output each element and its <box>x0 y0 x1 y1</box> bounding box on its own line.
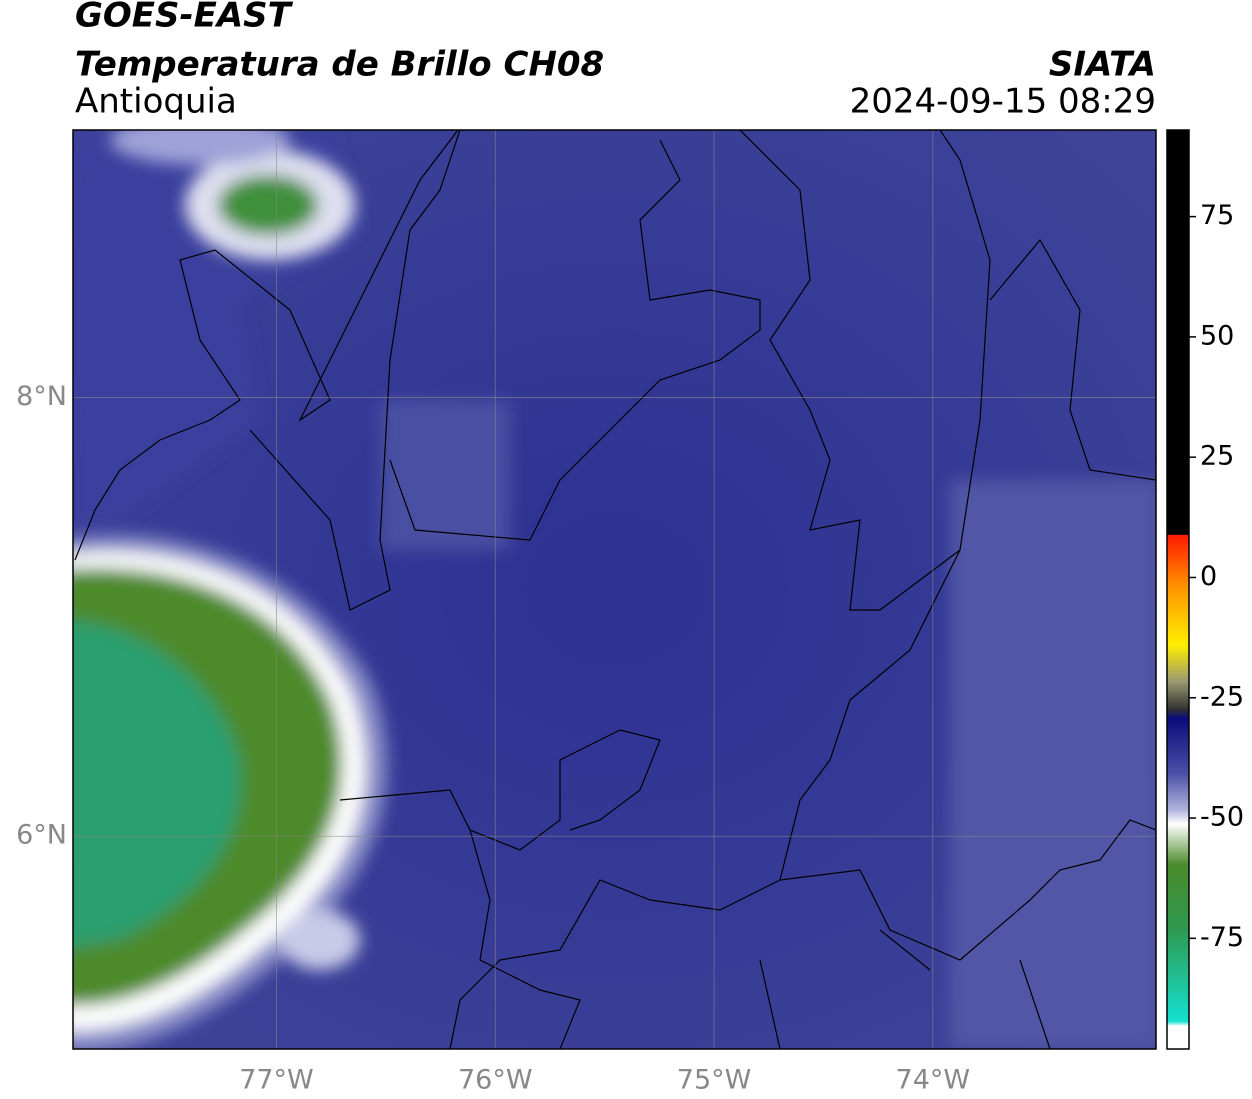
datetime: 2024-09-15 08:29 <box>850 82 1156 122</box>
subtitle: Temperatura de Brillo CH08 <box>75 45 604 85</box>
graticule <box>73 130 1156 1049</box>
y-tick-label: 6°N <box>16 820 67 851</box>
colorbar-tick-label: 75 <box>1200 200 1234 231</box>
source: SIATA <box>1049 45 1156 85</box>
y-tick-label: 8°N <box>16 381 67 412</box>
colorbar-tick-label: 25 <box>1200 441 1234 472</box>
colorbar <box>1166 129 1190 1050</box>
map-frame <box>72 129 1157 1050</box>
colorbar-tick-label: -25 <box>1200 681 1244 712</box>
x-tick-label: 74°W <box>896 1065 971 1096</box>
x-tick-label: 75°W <box>677 1065 752 1096</box>
map-image <box>73 130 1156 1049</box>
x-tick-label: 77°W <box>239 1065 314 1096</box>
colorbar-tick-label: 0 <box>1200 561 1217 592</box>
title: GOES-EAST <box>75 0 294 36</box>
colorbar-tick-label: 50 <box>1200 320 1234 351</box>
region: Antioquia <box>75 82 237 122</box>
colorbar-tick-label: -50 <box>1200 802 1244 833</box>
x-tick-label: 76°W <box>458 1065 533 1096</box>
colorbar-tick-label: -75 <box>1200 922 1244 953</box>
